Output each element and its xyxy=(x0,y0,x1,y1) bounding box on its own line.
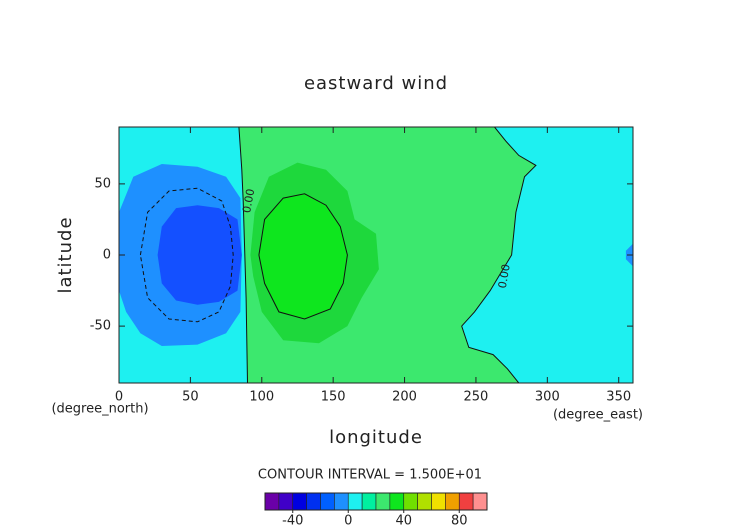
colorbar-tick-label: 40 xyxy=(395,514,412,529)
colorbar-box xyxy=(458,492,474,511)
y-tick-label: 50 xyxy=(94,176,111,191)
x-tick-label: 100 xyxy=(249,390,274,405)
colorbar-box xyxy=(347,492,363,511)
contour-line xyxy=(238,126,248,384)
colorbar-box xyxy=(403,492,418,511)
colorbar-box xyxy=(472,492,488,511)
colorbar-box xyxy=(264,492,280,511)
colorbar-box xyxy=(278,492,294,511)
colorbar-frame xyxy=(264,492,488,511)
x-tick-label: 0 xyxy=(115,390,123,405)
y-axis-label: latitude xyxy=(55,216,76,293)
filled-region xyxy=(157,205,242,305)
colorbar-box xyxy=(292,492,307,511)
contour-line xyxy=(461,126,537,384)
colorbar-box xyxy=(334,492,349,511)
contour-line xyxy=(139,187,234,323)
colorbar-box xyxy=(389,492,405,511)
colorbar-box xyxy=(431,492,446,511)
x-tick-label: 250 xyxy=(464,390,489,405)
colorbar-box xyxy=(320,492,335,511)
y-tick-label: -50 xyxy=(90,319,111,334)
colorbar-box xyxy=(417,492,432,511)
contour-label: 0.00 xyxy=(496,263,513,289)
colorbar-box xyxy=(361,492,377,511)
colorbar-box xyxy=(375,492,391,511)
contour-label: 0.00 xyxy=(240,188,257,214)
colorbar-box xyxy=(445,492,460,511)
colorbar-tick-label: -40 xyxy=(282,514,303,529)
x-tick-label: 300 xyxy=(535,390,560,405)
colorbar-tick-label: 0 xyxy=(344,514,352,529)
filled-region xyxy=(258,193,348,319)
x-tick-label: 150 xyxy=(321,390,346,405)
y-unit: (degree_east) xyxy=(553,408,643,423)
y-tick-label: 0 xyxy=(103,248,111,263)
contour-line xyxy=(258,193,348,320)
chart-title: eastward wind xyxy=(304,73,448,94)
colorbar-box xyxy=(306,492,321,511)
x-tick-label: 350 xyxy=(606,390,631,405)
x-axis-label: longitude xyxy=(329,427,423,448)
colorbar-tick-label: 80 xyxy=(451,514,468,529)
x-unit: (degree_north) xyxy=(51,402,148,417)
x-tick-label: 200 xyxy=(392,390,417,405)
contour-interval: CONTOUR INTERVAL = 1.500E+01 xyxy=(258,468,482,483)
x-tick-label: 50 xyxy=(182,390,199,405)
